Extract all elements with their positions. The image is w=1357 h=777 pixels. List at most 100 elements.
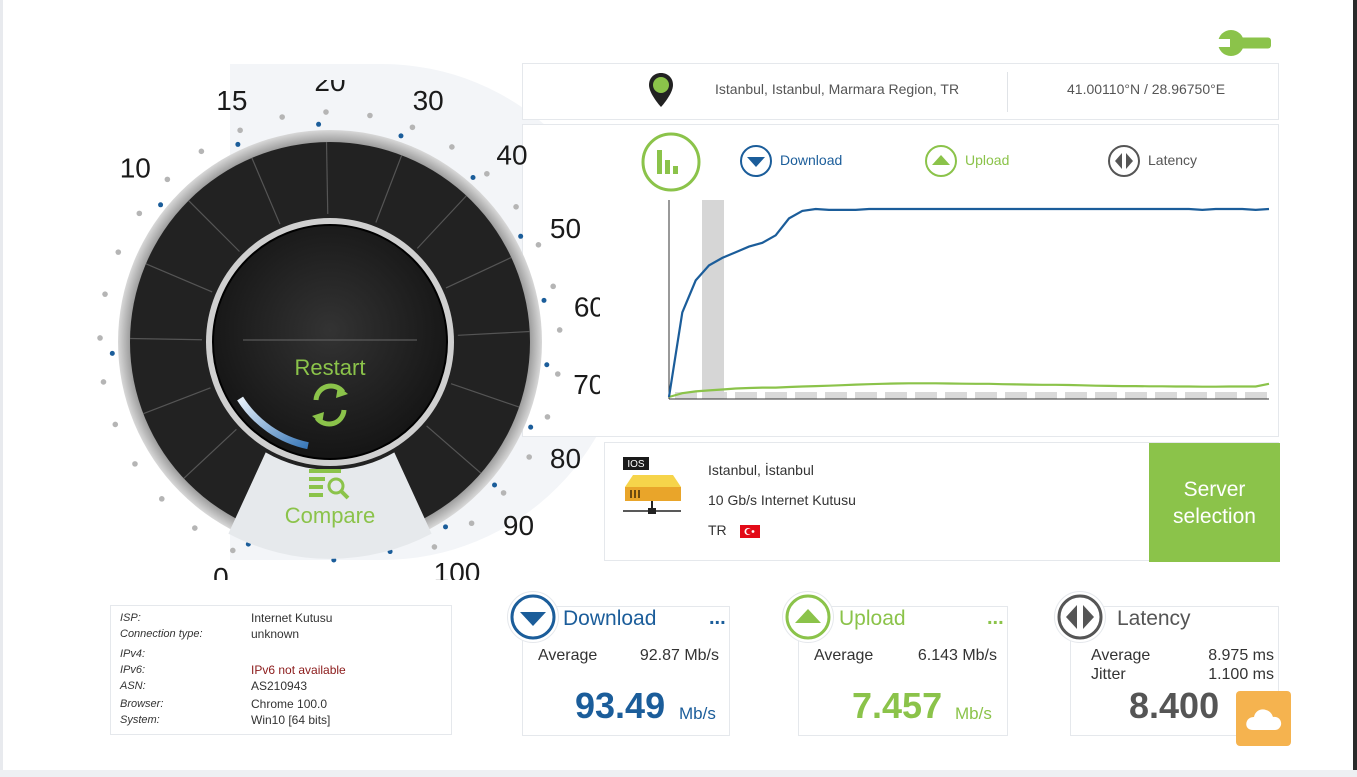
latency-bar [1215,392,1237,399]
isp-info-panel: ISP: Internet Kutusu Connection type: unkno… [110,605,452,735]
upload-stat-title: Upload [839,607,906,630]
upload-stat-badge [782,591,834,643]
gauge-scale-dot [500,490,507,496]
latency-bar [885,392,907,399]
location-panel: Istanbul, Istanbul, Marmara Region, TR 4… [522,63,1279,120]
gauge-scale-dot [367,112,373,119]
server-city: Istanbul, İstanbul [708,462,814,478]
compare-area [228,452,432,559]
turkey-flag-icon [740,525,760,538]
latency-bar [855,392,877,399]
download-average-value: 92.87 Mb/s [639,647,719,664]
gauge-segment-divider [130,337,203,341]
left-edge [0,0,3,777]
legend-download[interactable]: Download [780,152,843,168]
wrench-icon[interactable] [1216,27,1272,59]
gauge-scale-label: 40 [496,140,527,171]
download-series-line [667,207,1270,398]
gauge-scale-tick [109,350,115,356]
latency-bar [765,392,787,399]
upload-average-label: Average [814,647,874,664]
gauge-scale-dot [198,148,205,155]
gauge-scale-dot [192,525,198,531]
latency-bar [975,392,997,399]
server-provider: 10 Gb/s Internet Kutusu [708,492,856,508]
compare-icon[interactable] [309,469,350,500]
upload-more-button[interactable]: ... [987,607,1004,629]
upload-legend-icon [925,145,957,177]
gauge-scale-dot [237,127,243,134]
legend-upload[interactable]: Upload [965,152,1010,168]
gauge-segment-divider [416,195,467,249]
gauge-segment-divider [251,157,281,225]
os-badge: IOS [627,459,645,470]
latency-average-value: 8.975 ms [1208,647,1274,664]
upload-stat-panel: Upload ... Average 6.143 Mb/s 7.457 Mb/s [798,606,1008,736]
gauge-scale-dot [158,496,165,502]
latency-bar [1125,392,1147,399]
download-arrow-icon [510,594,556,640]
download-stat-badge [507,591,559,643]
gauge-scale-dot [136,210,143,217]
gauge-scale-tick [398,133,404,139]
latency-bar [735,392,757,399]
server-icon: IOS [623,457,681,514]
isp-info-value: Internet Kutusu [251,611,333,625]
latency-value: 8.400 [1129,685,1220,726]
latency-bar [1035,392,1057,399]
bar-chart-icon [641,132,701,192]
compare-button[interactable]: Compare [285,503,375,528]
gauge-scale-dot [164,176,171,183]
map-pin-icon [649,73,673,107]
gauge-scale-label: 10 [120,153,151,184]
refresh-icon[interactable] [312,383,348,427]
isp-info-key: ISP: [120,612,141,624]
gauge-scale-label: 30 [413,85,444,116]
speed-line-chart [667,200,1270,400]
cloud-upload-button[interactable] [1236,691,1291,746]
isp-info-key: ASN: [120,680,146,692]
location-text: Istanbul, Istanbul, Marmara Region, TR [715,81,960,97]
download-legend-icon [740,145,772,177]
gauge-scale-dot [100,379,107,385]
upload-arrow-icon [785,594,831,640]
download-average-label: Average [538,647,598,664]
upload-speed-unit: Mb/s [955,704,992,723]
bottom-strip [0,770,1357,777]
gauge-scale-dot [112,421,119,428]
download-stat-panel: Download ... Average 92.87 Mb/s 93.49 Mb… [522,606,730,736]
gauge-scale-label: 70 [573,369,600,400]
gauge-scale-label: 0 [213,562,229,580]
gauge-segment-divider [145,263,213,293]
gauge-scale-dot [409,124,416,131]
gauge-scale-dot [513,204,519,210]
server-selection-button[interactable]: Server selection [1149,443,1280,562]
legend-latency[interactable]: Latency [1148,152,1198,168]
gauge-scale-label: 100 [434,557,481,580]
coordinates-text: 41.00110°N / 28.96750°E [1067,81,1226,97]
gauge-segment-divider [183,428,237,479]
gauge-scale-dot [102,291,108,297]
gauge-scale-dot [279,114,285,120]
latency-stat-badge [1054,591,1106,643]
gauge-scale-dot [526,454,532,460]
gauge-scale-tick [316,121,322,127]
isp-info-value: Win10 [64 bits] [251,713,331,727]
download-stat-title: Download [563,607,657,630]
chart-highlight-band [702,200,724,399]
latency-bar [945,392,967,399]
isp-info-value: IPv6 not available [251,663,346,677]
gauge-scale-dot [449,144,455,150]
gauge-segment-divider [457,330,530,336]
gauge-inner-dial [213,225,447,459]
jitter-label: Jitter [1091,666,1126,683]
download-more-button[interactable]: ... [709,607,726,629]
latency-bar [1005,392,1027,399]
gauge-segment-divider [426,425,482,474]
gauge-scale-dot [97,335,103,341]
gauge-segment-divider [445,256,512,289]
restart-button[interactable]: Restart [295,355,366,380]
gauge-scale-dot [229,547,236,554]
isp-info-key: Connection type: [120,628,203,640]
download-speed-value: 93.49 [575,685,666,726]
